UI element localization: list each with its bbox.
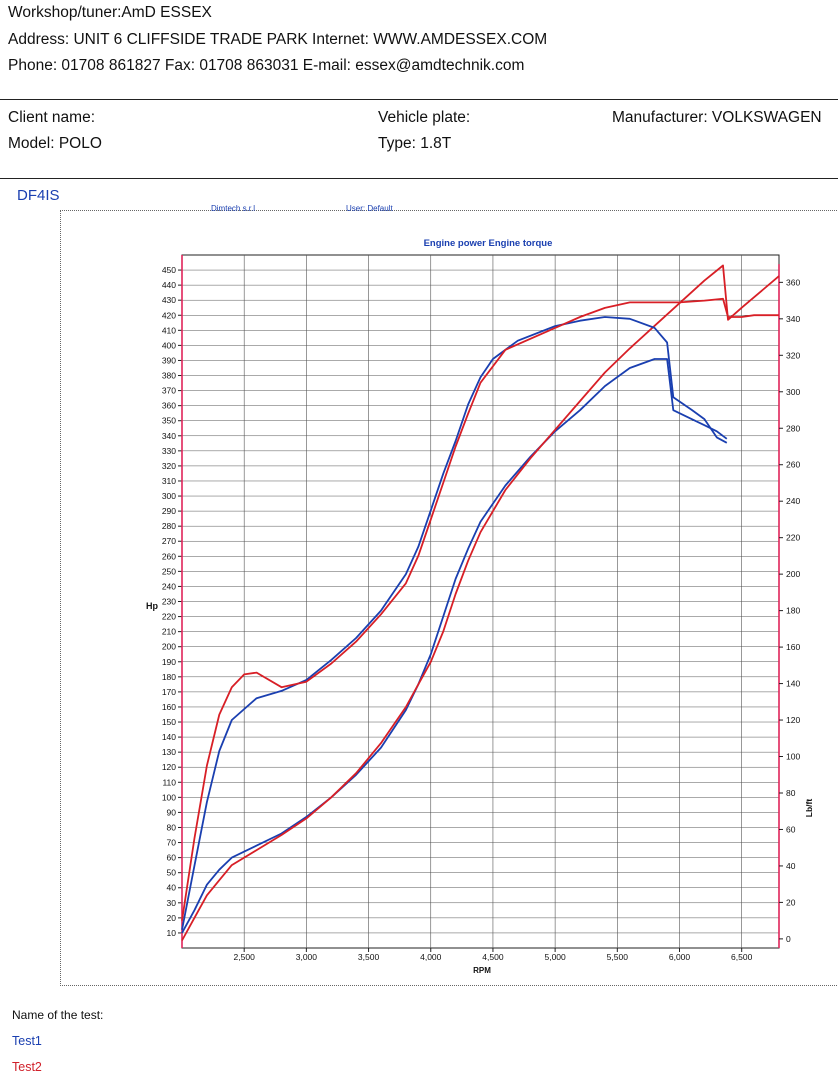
y-left-tick-label: 170 xyxy=(162,687,176,697)
y-left-tick-label: 430 xyxy=(162,295,176,305)
y-left-tick-label: 320 xyxy=(162,461,176,471)
y-left-tick-label: 160 xyxy=(162,702,176,712)
y-left-tick-label: 390 xyxy=(162,355,176,365)
header-divider xyxy=(0,99,838,100)
y-left-tick-label: 250 xyxy=(162,566,176,576)
x-tick-label: 2,500 xyxy=(234,952,256,962)
series-test2-torque xyxy=(181,297,779,921)
x-tick-label: 6,500 xyxy=(731,952,753,962)
y-left-tick-label: 360 xyxy=(162,401,176,411)
y-left-tick-label: 130 xyxy=(162,747,176,757)
y-left-tick-label: 410 xyxy=(162,325,176,335)
y-left-tick-label: 220 xyxy=(162,612,176,622)
y-left-tick-label: 440 xyxy=(162,280,176,290)
y-left-tick-label: 40 xyxy=(167,883,177,893)
x-tick-label: 6,000 xyxy=(669,952,691,962)
y-right-tick-label: 200 xyxy=(786,569,800,579)
y-right-tick-label: 320 xyxy=(786,350,800,360)
y-right-tick-label: 340 xyxy=(786,314,800,324)
y-right-axis-label: Lb/ft xyxy=(804,799,814,818)
y-left-tick-label: 340 xyxy=(162,431,176,441)
client-name-label: Client name: xyxy=(8,109,96,126)
x-tick-label: 4,500 xyxy=(482,952,504,962)
y-left-tick-label: 60 xyxy=(167,853,177,863)
series-test2-power xyxy=(181,264,780,941)
y-right-tick-label: 20 xyxy=(786,897,796,907)
y-left-tick-label: 20 xyxy=(167,913,177,923)
y-left-tick-label: 210 xyxy=(162,627,176,637)
y-right-tick-label: 260 xyxy=(786,460,800,470)
y-right-tick-label: 180 xyxy=(786,606,800,616)
x-axis-label: RPM xyxy=(473,966,491,975)
y-left-tick-label: 380 xyxy=(162,371,176,381)
y-left-tick-label: 10 xyxy=(167,928,177,938)
y-right-tick-label: 60 xyxy=(786,824,796,834)
y-right-tick-label: 120 xyxy=(786,715,800,725)
y-left-tick-label: 70 xyxy=(167,838,177,848)
y-left-axis-label: Hp xyxy=(146,601,158,611)
y-left-tick-label: 400 xyxy=(162,340,176,350)
vehicle-plate-label: Vehicle plate: xyxy=(378,109,471,126)
y-left-tick-label: 80 xyxy=(167,822,177,832)
y-left-tick-label: 350 xyxy=(162,416,176,426)
y-left-tick-label: 450 xyxy=(162,265,176,275)
y-left-tick-label: 100 xyxy=(162,792,176,802)
y-left-tick-label: 110 xyxy=(162,777,176,787)
chart-title: Engine power Engine torque xyxy=(424,238,553,249)
y-right-tick-label: 80 xyxy=(786,788,796,798)
y-right-tick-label: 300 xyxy=(786,387,800,397)
x-tick-label: 5,000 xyxy=(544,952,566,962)
y-left-tick-label: 290 xyxy=(162,506,176,516)
y-left-tick-label: 300 xyxy=(162,491,176,501)
y-right-tick-label: 360 xyxy=(786,277,800,287)
legend-test2: Test2 xyxy=(12,1060,42,1074)
dyno-code: DF4IS xyxy=(17,187,60,204)
manufacturer-field: Manufacturer: VOLKSWAGEN xyxy=(612,109,822,126)
y-right-tick-label: 220 xyxy=(786,533,800,543)
y-left-tick-label: 120 xyxy=(162,762,176,772)
test-name-label: Name of the test: xyxy=(12,1008,104,1022)
y-left-tick-label: 140 xyxy=(162,732,176,742)
y-left-tick-label: 270 xyxy=(162,536,176,546)
y-left-tick-label: 280 xyxy=(162,521,176,531)
x-tick-label: 4,000 xyxy=(420,952,442,962)
x-tick-label: 3,500 xyxy=(358,952,380,962)
y-right-tick-label: 100 xyxy=(786,752,800,762)
series-test1-power xyxy=(181,358,728,934)
y-left-tick-label: 30 xyxy=(167,898,177,908)
legend-test1: Test1 xyxy=(12,1034,42,1048)
y-left-tick-label: 260 xyxy=(162,551,176,561)
y-left-tick-label: 190 xyxy=(162,657,176,667)
y-right-tick-label: 40 xyxy=(786,861,796,871)
y-left-tick-label: 90 xyxy=(167,807,177,817)
workshop-line: Workshop/tuner:AmD ESSEX xyxy=(8,4,212,21)
x-tick-label: 5,500 xyxy=(607,952,629,962)
chart-user: User: Default xyxy=(346,204,393,213)
type-field: Type: 1.8T xyxy=(378,135,452,152)
y-right-tick-label: 160 xyxy=(786,642,800,652)
address-line: Address: UNIT 6 CLIFFSIDE TRADE PARK Int… xyxy=(8,31,548,48)
y-left-tick-label: 370 xyxy=(162,386,176,396)
y-right-tick-label: 240 xyxy=(786,496,800,506)
y-right-tick-label: 280 xyxy=(786,423,800,433)
y-left-tick-label: 240 xyxy=(162,581,176,591)
y-left-tick-label: 50 xyxy=(167,868,177,878)
vehicle-divider xyxy=(0,178,838,179)
model-field: Model: POLO xyxy=(8,135,102,152)
chart-frame xyxy=(60,210,838,986)
y-left-tick-label: 420 xyxy=(162,310,176,320)
y-left-tick-label: 230 xyxy=(162,597,176,607)
phone-line: Phone: 01708 861827 Fax: 01708 863031 E-… xyxy=(8,57,525,74)
y-right-tick-label: 140 xyxy=(786,679,800,689)
y-right-tick-label: 0 xyxy=(786,934,791,944)
x-tick-label: 3,000 xyxy=(296,952,318,962)
chart-company: Dimtech s.r.l xyxy=(211,204,255,213)
y-left-tick-label: 150 xyxy=(162,717,176,727)
series-test1-torque xyxy=(181,316,728,930)
y-left-tick-label: 180 xyxy=(162,672,176,682)
y-left-tick-label: 330 xyxy=(162,446,176,456)
y-left-tick-label: 310 xyxy=(162,476,176,486)
y-left-tick-label: 200 xyxy=(162,642,176,652)
